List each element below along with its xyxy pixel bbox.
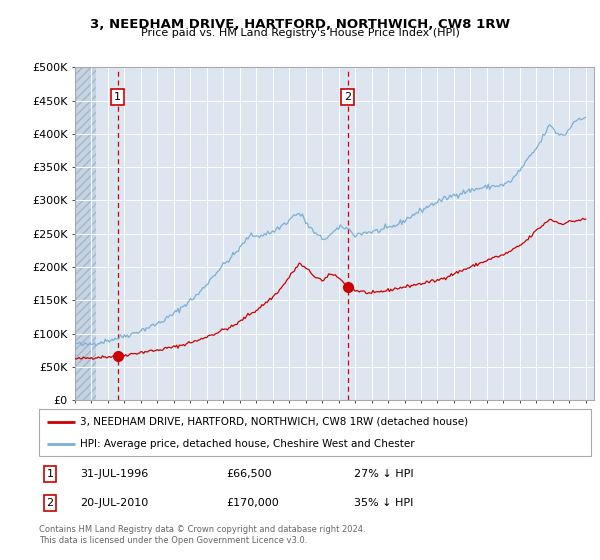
Text: 35% ↓ HPI: 35% ↓ HPI (353, 498, 413, 508)
Bar (75, 67, 97, 400)
Text: Price paid vs. HM Land Registry's House Price Index (HPI): Price paid vs. HM Land Registry's House … (140, 28, 460, 38)
Text: £170,000: £170,000 (227, 498, 280, 508)
Text: 20-JUL-2010: 20-JUL-2010 (80, 498, 149, 508)
Text: £66,500: £66,500 (227, 469, 272, 479)
Text: 1: 1 (47, 469, 53, 479)
Text: 3, NEEDHAM DRIVE, HARTFORD, NORTHWICH, CW8 1RW: 3, NEEDHAM DRIVE, HARTFORD, NORTHWICH, C… (90, 18, 510, 31)
Text: 2: 2 (344, 92, 351, 102)
FancyBboxPatch shape (39, 409, 591, 456)
Text: 27% ↓ HPI: 27% ↓ HPI (353, 469, 413, 479)
Text: Contains HM Land Registry data © Crown copyright and database right 2024.
This d: Contains HM Land Registry data © Crown c… (39, 525, 365, 545)
Text: 2: 2 (46, 498, 53, 508)
Text: 3, NEEDHAM DRIVE, HARTFORD, NORTHWICH, CW8 1RW (detached house): 3, NEEDHAM DRIVE, HARTFORD, NORTHWICH, C… (80, 417, 469, 427)
Text: 1: 1 (114, 92, 121, 102)
Text: 31-JUL-1996: 31-JUL-1996 (80, 469, 149, 479)
Text: HPI: Average price, detached house, Cheshire West and Chester: HPI: Average price, detached house, Ches… (80, 438, 415, 449)
